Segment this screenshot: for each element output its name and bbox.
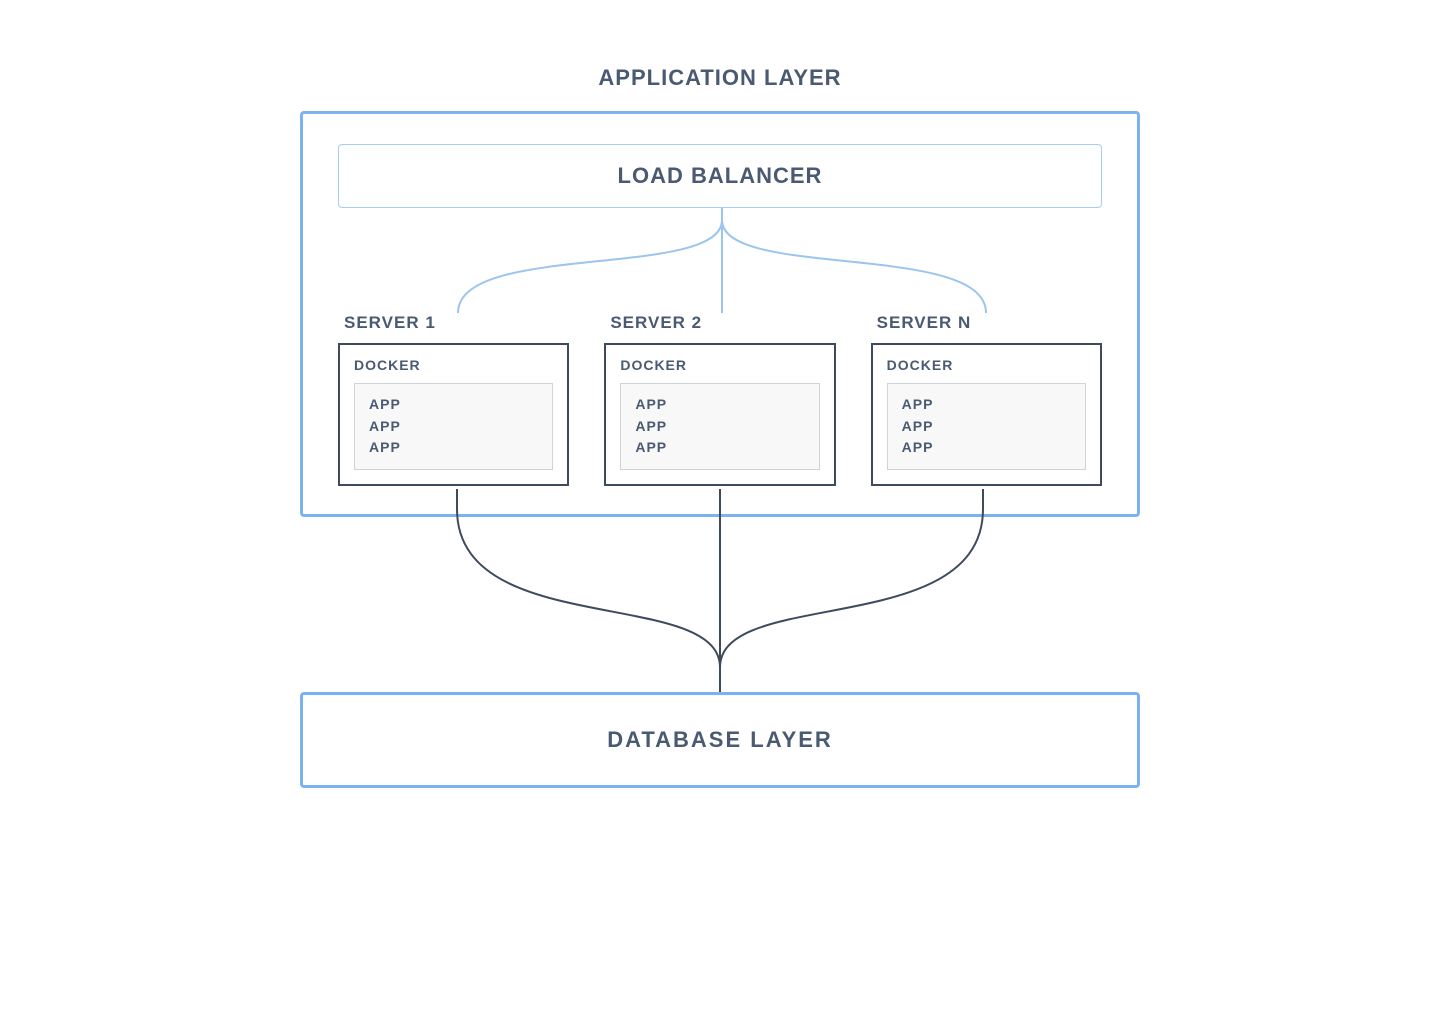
server-1-box: DOCKER APP APP APP — [338, 343, 569, 486]
server-n-docker-label: DOCKER — [887, 357, 1086, 373]
app-label: APP — [369, 394, 538, 416]
app-label: APP — [369, 416, 538, 438]
app-label: APP — [635, 416, 804, 438]
server-1-app-box: APP APP APP — [354, 383, 553, 470]
app-label: APP — [635, 394, 804, 416]
servers-row: SERVER 1 DOCKER APP APP APP SERVER 2 DOC… — [338, 313, 1102, 486]
server-1-title: SERVER 1 — [338, 313, 569, 333]
connectors-lb-to-servers — [338, 208, 1102, 313]
load-balancer-box: LOAD BALANCER — [338, 144, 1102, 208]
server-2: SERVER 2 DOCKER APP APP APP — [604, 313, 835, 486]
server-2-box: DOCKER APP APP APP — [604, 343, 835, 486]
app-label: APP — [902, 437, 1071, 459]
server-1: SERVER 1 DOCKER APP APP APP — [338, 313, 569, 486]
architecture-diagram: APPLICATION LAYER LOAD BALANCER SERVER 1… — [300, 65, 1140, 788]
server-n-box: DOCKER APP APP APP — [871, 343, 1102, 486]
server-n-title: SERVER N — [871, 313, 1102, 333]
app-layer-title: APPLICATION LAYER — [300, 65, 1140, 91]
server-n: SERVER N DOCKER APP APP APP — [871, 313, 1102, 486]
server-2-title: SERVER 2 — [604, 313, 835, 333]
server-n-app-box: APP APP APP — [887, 383, 1086, 470]
app-label: APP — [902, 394, 1071, 416]
connectors-servers-to-db — [300, 517, 1140, 692]
app-label: APP — [902, 416, 1071, 438]
server-1-docker-label: DOCKER — [354, 357, 553, 373]
server-2-docker-label: DOCKER — [620, 357, 819, 373]
server-2-app-box: APP APP APP — [620, 383, 819, 470]
app-layer-box: LOAD BALANCER SERVER 1 DOCKER APP APP AP… — [300, 111, 1140, 517]
app-label: APP — [369, 437, 538, 459]
app-label: APP — [635, 437, 804, 459]
database-layer-box: DATABASE LAYER — [300, 692, 1140, 788]
